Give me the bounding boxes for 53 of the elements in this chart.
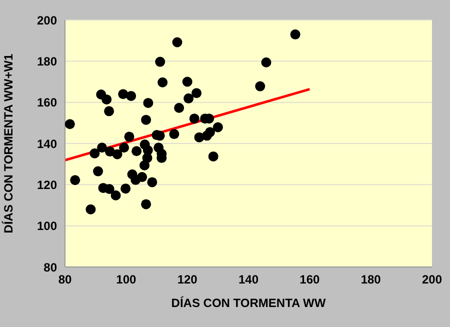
point: [290, 29, 300, 40]
point: [104, 184, 114, 194]
point: [169, 129, 180, 140]
point: [147, 177, 158, 188]
point: [261, 57, 272, 68]
x-tick-label: 200: [422, 272, 442, 287]
point: [184, 93, 194, 104]
x-tick-label: 80: [58, 272, 72, 287]
point: [158, 77, 168, 88]
point: [97, 142, 108, 153]
x-tick-label: 100: [116, 272, 136, 287]
y-tick-label: 140: [36, 136, 58, 151]
point: [204, 127, 215, 138]
point: [155, 56, 166, 67]
y-tick-label: 80: [44, 260, 58, 274]
point: [174, 102, 184, 113]
point: [70, 175, 80, 186]
x-tick-label: 160: [300, 272, 320, 287]
x-tick-label: 180: [360, 272, 382, 287]
point: [255, 81, 266, 92]
point: [86, 204, 96, 214]
point: [93, 166, 104, 176]
point: [212, 122, 223, 132]
point: [65, 119, 75, 130]
point: [137, 172, 148, 182]
point: [124, 132, 134, 142]
y-tick-label: 120: [36, 178, 58, 192]
y-tick-label: 100: [36, 219, 58, 234]
point: [143, 98, 154, 108]
point: [182, 76, 192, 87]
point: [110, 190, 121, 200]
y-axis-title: DÍAS CON TORMENTA WW+W1: [1, 53, 16, 234]
point: [104, 106, 114, 116]
x-tick-label: 140: [238, 272, 259, 287]
point: [90, 148, 100, 158]
point: [142, 145, 153, 156]
point: [112, 149, 122, 160]
y-tick-label: 160: [36, 96, 58, 110]
point: [192, 88, 202, 98]
point: [141, 199, 152, 210]
point: [172, 37, 182, 48]
point: [120, 184, 131, 194]
point: [189, 114, 200, 124]
point: [132, 146, 142, 156]
point: [126, 90, 136, 101]
point: [141, 114, 152, 125]
y-tick-label: 200: [36, 13, 58, 28]
y-tick-label: 180: [36, 54, 58, 68]
point: [102, 94, 112, 104]
x-axis-title: DÍAS CON TORMENTA WW: [171, 296, 326, 310]
point: [119, 142, 130, 153]
point: [208, 151, 218, 162]
x-tick-label: 120: [177, 272, 198, 287]
